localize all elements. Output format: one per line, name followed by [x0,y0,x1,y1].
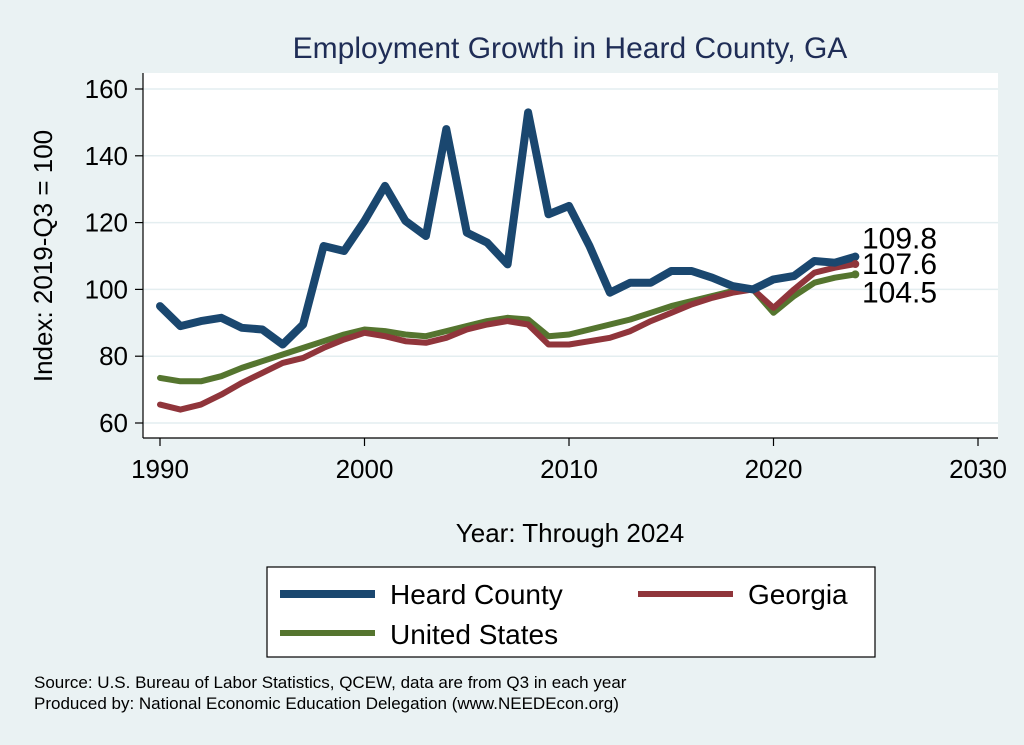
series-line-georgia [157,261,859,413]
series-group [156,108,860,413]
legend-box [266,566,876,658]
y-axis-title: Index: 2019-Q3 = 100 [28,130,58,382]
x-tick-label-2000: 2000 [336,454,394,484]
x-tick-label-2030: 2030 [949,454,1007,484]
end-point-united-states [851,270,860,279]
y-tick-label-60: 60 [99,408,128,438]
x-axis-ticks: 1990 2000 2010 2020 2030 [131,438,1007,484]
x-tick-label-2020: 2020 [745,454,803,484]
x-axis-title: Year: Through 2024 [456,518,684,548]
series-line-heard-county [156,108,860,349]
end-label-georgia: 107.6 [862,248,937,281]
y-tick-label-160: 160 [85,74,128,104]
x-tick-label-2010: 2010 [540,454,598,484]
y-axis-ticks: 60 80 100 120 140 160 [85,74,143,438]
legend-label-us: United States [390,619,558,650]
y-tick-label-120: 120 [85,208,128,238]
chart-title: Employment Growth in Heard County, GA [293,32,848,65]
legend-label-heard: Heard County [390,579,563,610]
produced-by-note: Produced by: National Economic Education… [34,694,619,713]
source-note: Source: U.S. Bureau of Labor Statistics,… [34,673,627,692]
y-tick-label-80: 80 [99,341,128,371]
x-tick-label-1990: 1990 [131,454,189,484]
end-point-heard-county [851,252,860,261]
y-tick-label-140: 140 [85,141,128,171]
end-label-united-states: 104.5 [862,276,937,309]
legend-label-georgia: Georgia [748,579,848,610]
end-label-heard-county: 109.8 [862,223,937,256]
end-point-georgia [851,260,860,269]
y-tick-label-100: 100 [85,274,128,304]
